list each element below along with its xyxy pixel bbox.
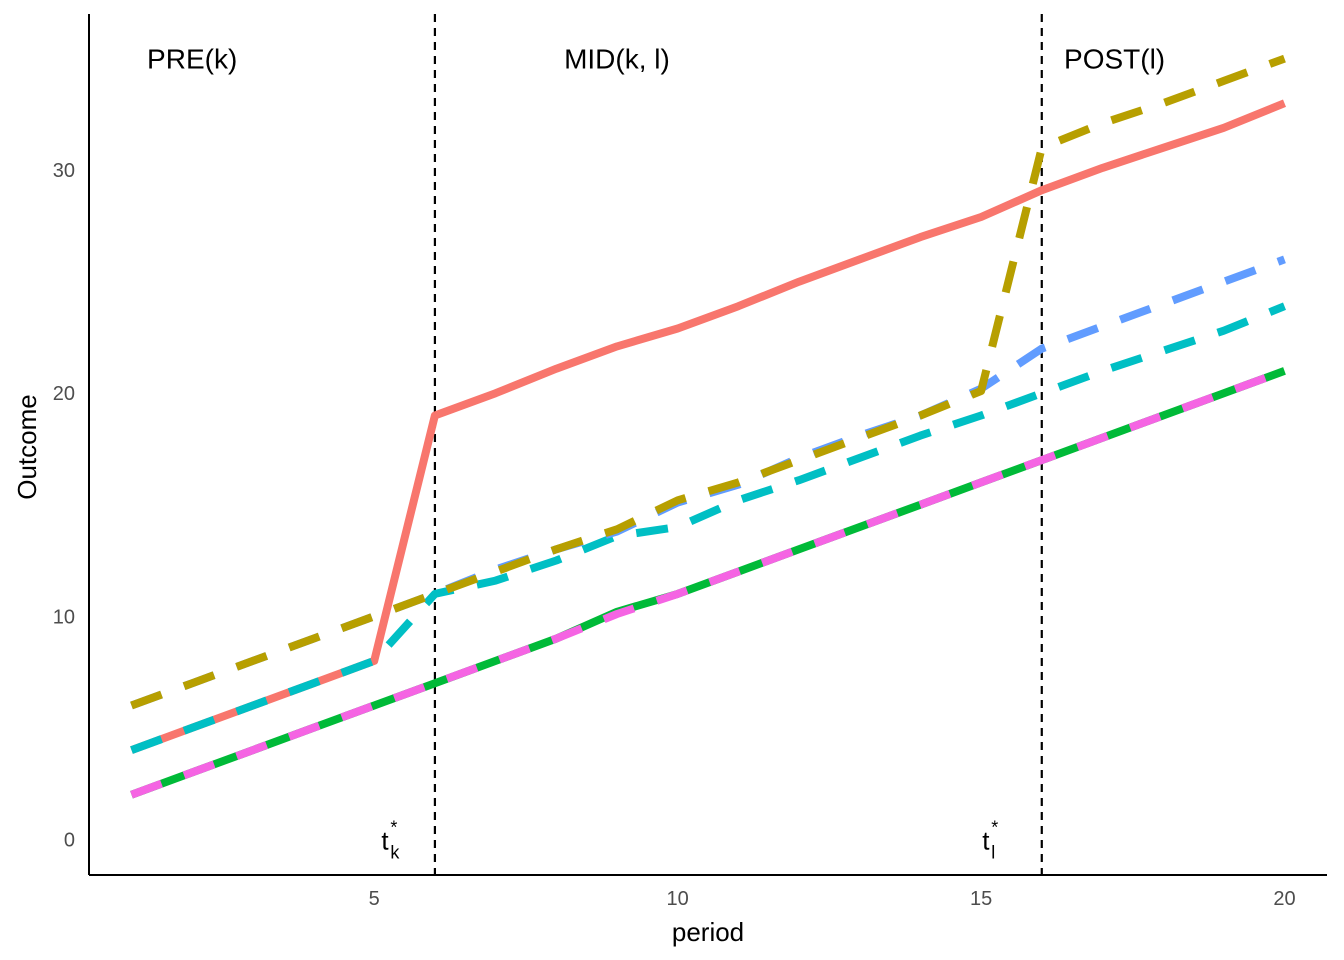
y-axis-title: Outcome [12, 394, 42, 500]
x-tick-label: 20 [1273, 888, 1295, 910]
x-tick-label: 15 [970, 888, 992, 910]
x-tick-label: 5 [369, 888, 380, 910]
treatment-marker-base: t [982, 825, 990, 855]
series-lines [130, 54, 1287, 799]
series-line [130, 367, 1286, 799]
treatment-marker-sup: * [390, 817, 397, 837]
region-label: PRE(k) [147, 44, 237, 75]
y-axis-ticks: 0 10 20 30 [53, 160, 75, 851]
x-axis-ticks: 5 10 15 20 [369, 888, 1296, 910]
y-tick-label: 20 [53, 383, 75, 405]
phase-boundaries [433, 14, 1043, 875]
treatment-marker-sup: * [991, 817, 998, 837]
series-line [130, 99, 1287, 754]
treatment-marker: t * l [982, 817, 998, 862]
y-tick-label: 10 [53, 606, 75, 628]
y-tick-label: 30 [53, 160, 75, 182]
treatment-markers: t *k t *l [381, 817, 998, 862]
x-tick-label: 10 [667, 888, 689, 910]
y-tick-label: 0 [64, 829, 75, 851]
treatment-marker-sub: l [991, 842, 995, 862]
region-label: MID(k, l) [564, 44, 670, 75]
treatment-marker: t * k [381, 817, 400, 862]
series-line [130, 302, 1286, 754]
x-axis-title: period [672, 917, 744, 947]
series-line [130, 255, 1286, 710]
region-label: POST(l) [1064, 44, 1165, 75]
plot-area: PRE(k) MID(k, l) POST(l) t *k t *l [88, 14, 1327, 876]
series-line [130, 54, 1286, 710]
region-labels: PRE(k) MID(k, l) POST(l) [147, 44, 1165, 75]
treatment-marker-base: t [381, 825, 389, 855]
treatment-marker-sub: k [390, 842, 400, 862]
